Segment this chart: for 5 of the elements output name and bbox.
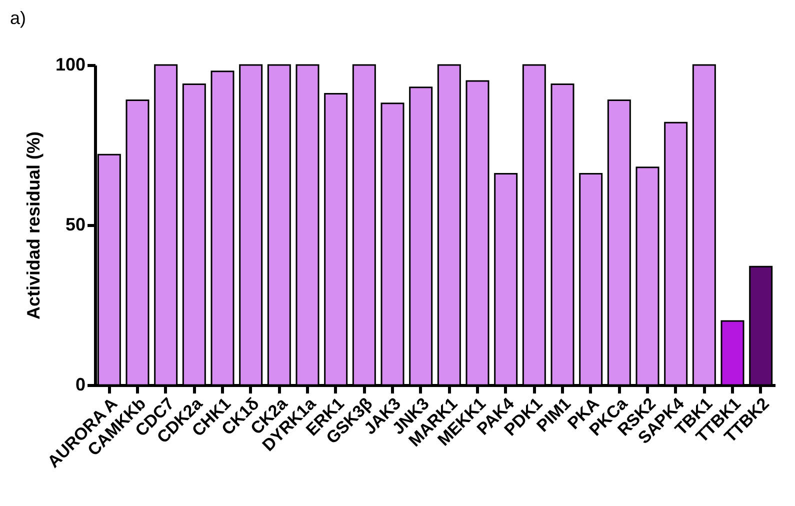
y-tick-label: 0: [75, 374, 86, 394]
y-tick-label: 50: [65, 214, 86, 234]
text: a): [10, 8, 26, 28]
y-tick-label: 100: [55, 54, 86, 74]
y-axis-title: Actividad residual (%): [23, 131, 44, 320]
